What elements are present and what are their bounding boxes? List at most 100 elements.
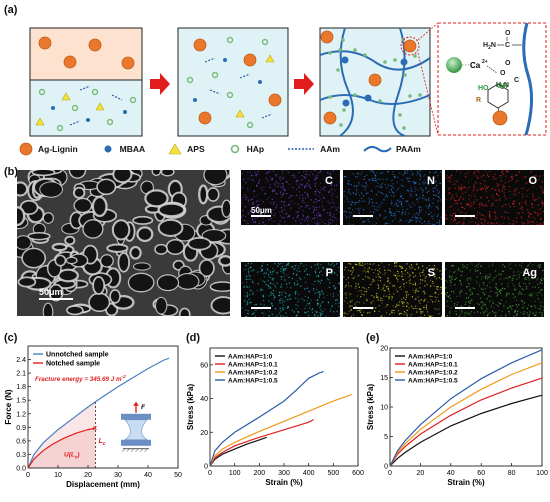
- y-axis-label: Force (N): [4, 389, 13, 424]
- ca-label: Ca: [470, 61, 481, 70]
- y-tick-label: 0: [204, 464, 208, 471]
- eds-element-label: N: [427, 175, 435, 187]
- x-tick-label: 500: [327, 470, 339, 477]
- series-line: [389, 349, 543, 467]
- series-line: [389, 394, 543, 467]
- series-line: [389, 377, 543, 467]
- legend-item-ag-lignin: Ag-Lignin: [18, 142, 78, 156]
- chemical-interaction-inset: Ca 2+ H2N C O O H2N C O HO OH R: [437, 22, 547, 136]
- eds-map-s: S: [343, 262, 442, 317]
- hap-ring-icon: [230, 144, 239, 154]
- eds-map-n: N: [343, 170, 442, 225]
- eds-element-label: O: [528, 175, 537, 187]
- sem-micrograph: 50μm: [17, 170, 230, 316]
- y-tick-label: 0.3: [16, 452, 26, 459]
- y-tick-label: 0.9: [16, 425, 26, 432]
- mechanical-charts: 0 10 20 30 40 500.00.30.60.91.21.51.82.12.4Di…: [4, 345, 548, 490]
- scale-bar: [353, 307, 373, 309]
- x-tick-label: 0: [388, 470, 392, 477]
- x-axis-label: Displacement (mm): [66, 480, 140, 489]
- y-tick-label: 0.6: [16, 438, 26, 445]
- y-tick-label: 1.2: [16, 411, 26, 418]
- y-tick-label: 60: [200, 362, 208, 369]
- paam-chain-icon: [522, 22, 533, 136]
- lc-label: Lc: [99, 438, 106, 447]
- aam-dash-icon: [288, 148, 315, 150]
- svg-text:O: O: [505, 60, 511, 67]
- panel-label-e: (e): [366, 332, 380, 344]
- scale-bar-label: 50μm: [251, 206, 272, 215]
- legend-label: AAm:HAP=1:0.5: [228, 377, 278, 384]
- x-tick-label: 100: [229, 470, 241, 477]
- x-tick-label: 100: [536, 470, 548, 477]
- legend-label: APS: [187, 144, 205, 154]
- y-tick-label: 20: [380, 346, 388, 353]
- plot-frame: [27, 345, 179, 469]
- force-label: F: [141, 404, 146, 411]
- energy-area-upper: [28, 400, 96, 468]
- ag-lignin-particle-icon: [19, 142, 33, 156]
- scale-bar-label: 50μm: [39, 287, 63, 297]
- x-tick-label: 80: [508, 470, 516, 477]
- x-tick-label: 50: [174, 472, 182, 479]
- x-tick-label: 200: [253, 470, 265, 477]
- x-axis-label: Strain (%): [447, 478, 485, 487]
- legend-label: PAAm: [395, 144, 421, 154]
- legend-label: AAm:HAP=1:0: [408, 353, 453, 360]
- chart-2: 0 20 40 60 80 100 0 5 10 15 20 Strain (%) Stress (kP…: [366, 346, 548, 488]
- svg-text:O: O: [500, 70, 506, 77]
- legend-label: AAm:HAP=1:0.2: [228, 369, 278, 376]
- legend-item-hap: HAp: [227, 142, 264, 156]
- legend-label: HAp: [246, 144, 265, 154]
- y-tick-label: 1.8: [16, 384, 26, 391]
- series-line: [27, 357, 170, 469]
- y-tick-label: 1.5: [16, 398, 26, 405]
- series-line: [209, 371, 324, 467]
- schematic-legend: Ag-Lignin MBAA APS HAp AAm PAAm: [18, 141, 543, 157]
- aps-triangle-icon: [168, 143, 182, 155]
- legend-item-mbaa: MBAA: [100, 142, 145, 156]
- panel-label-d: (d): [186, 332, 201, 344]
- svg-text:HO: HO: [478, 85, 489, 92]
- x-tick-label: 20: [417, 470, 425, 477]
- y-tick-label: 5: [384, 434, 388, 441]
- legend-label: AAm:HAP=1:0: [228, 353, 273, 360]
- svg-text:C: C: [514, 77, 519, 84]
- x-tick-label: 400: [303, 470, 315, 477]
- panel-label-b: (b): [4, 166, 19, 178]
- svg-text:C: C: [505, 42, 510, 49]
- series-line: [209, 393, 353, 467]
- chart-1: 0 100 200 300 400 500 600 0 20 40 60 Strain (%) Stre…: [186, 347, 364, 487]
- legend-item-aam: AAm: [286, 142, 340, 156]
- fracture-point-marker: ×: [93, 424, 98, 433]
- mbaa-dot-icon: [104, 145, 112, 153]
- scale-bar: [251, 215, 271, 217]
- series-line: [389, 362, 543, 467]
- x-tick-label: 0: [26, 472, 30, 479]
- paam-wave-icon: [363, 145, 392, 153]
- fracture-energy-annotation: Fracture energy = 345.69 J m-2: [35, 374, 126, 383]
- x-tick-label: 40: [144, 472, 152, 479]
- y-tick-label: 2.4: [16, 357, 26, 364]
- legend-label: Ag-Lignin: [38, 144, 78, 154]
- x-tick-label: 30: [114, 472, 122, 479]
- svg-text:H2N: H2N: [483, 42, 496, 51]
- energy-label: U(Lc): [64, 452, 80, 460]
- scale-bar: [251, 307, 271, 309]
- x-tick-label: 40: [447, 470, 455, 477]
- eds-map-p: P: [241, 262, 340, 317]
- scale-bar: [39, 298, 73, 300]
- schematic-diagram: Ca 2+ H2N C O O H2N C O HO OH R: [29, 22, 547, 137]
- y-tick-label: 0.0: [16, 466, 26, 473]
- x-tick-label: 600: [352, 470, 364, 477]
- eds-element-label: S: [427, 267, 435, 279]
- x-tick-label: 60: [477, 470, 485, 477]
- legend-label: Notched sample: [46, 360, 100, 367]
- legend-label: AAm:HAP=1:0.1: [408, 361, 458, 368]
- legend-label: AAm:HAP=1:0.1: [228, 361, 278, 368]
- x-tick-label: 10: [54, 472, 62, 479]
- svg-text:O: O: [505, 30, 511, 37]
- series-line: [27, 427, 96, 469]
- x-tick-label: 0: [208, 470, 212, 477]
- y-tick-label: 0: [384, 464, 388, 471]
